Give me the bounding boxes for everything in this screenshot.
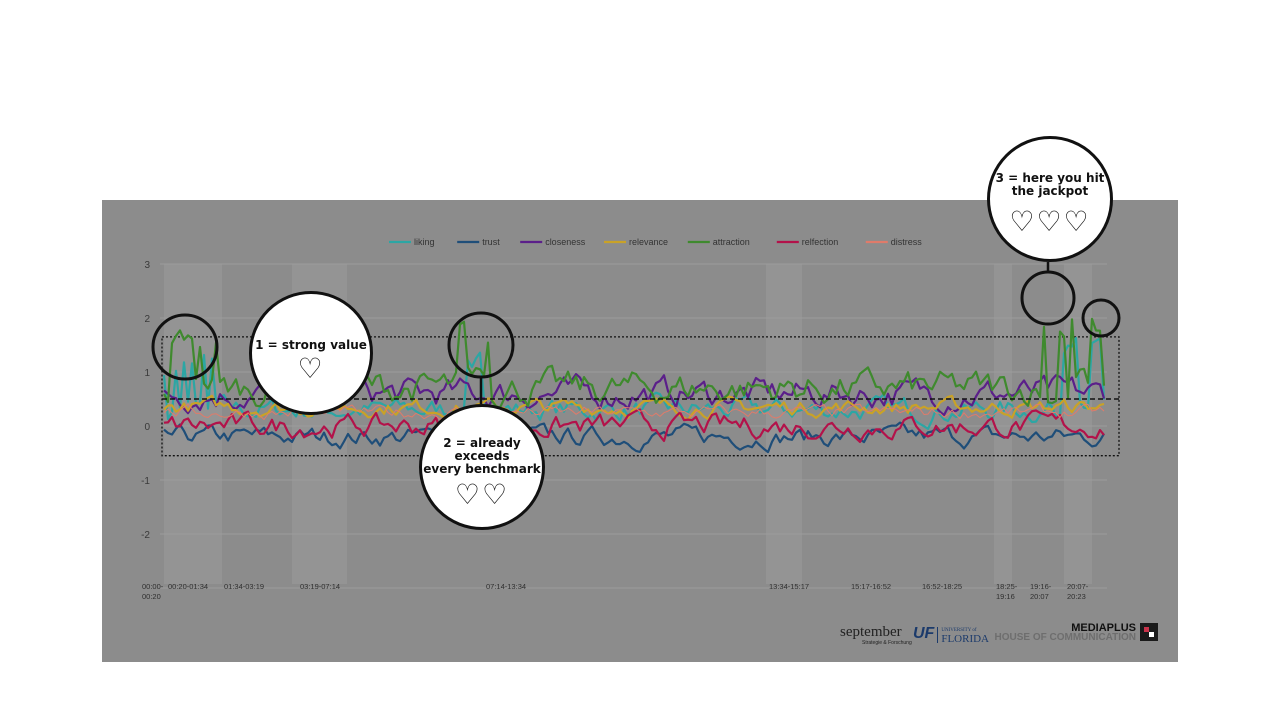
september-subline: Strategie & Forschung [862, 640, 912, 646]
callout-2-text: 2 = already exceeds every benchmark [423, 436, 541, 476]
x-tick-label: 00:00-00:20 [142, 582, 164, 601]
callout-strong-value: 1 = strong value ♡ [249, 291, 373, 415]
highlight-circle [1081, 298, 1121, 338]
y-tick-label: 1 [144, 368, 150, 379]
line-chart: 3 2 1 0 -1 -2 00:00-00:20 00:20-01:34 01:34-03:1… [141, 237, 1121, 601]
mediaplus-wordmark: MEDIAPLUS [1071, 622, 1136, 634]
uf-logo: UF UNIVERSITY of FLORIDA [913, 625, 989, 645]
x-tick-label: 16:52-18:25 [922, 582, 962, 591]
series-line-relfection [163, 408, 1105, 443]
september-wordmark: september [840, 624, 902, 640]
callout-jackpot: 3 = here you hit the jackpot ♡♡♡ [987, 136, 1113, 262]
x-tick-label: 13:34-15:17 [769, 582, 809, 591]
benchmark-band [161, 336, 1120, 457]
legend-label-distress: distress [891, 237, 923, 247]
scene-band [1064, 264, 1092, 584]
uf-text: UNIVERSITY of FLORIDA [941, 627, 989, 645]
highlight-circle [151, 313, 219, 381]
x-tick-label: 20:07-20:23 [1067, 582, 1089, 601]
x-tick-label: 03:19-07:14 [300, 582, 340, 591]
legend-label-closeness: closeness [545, 237, 586, 247]
x-tick-label: 07:14-13:34 [486, 582, 526, 591]
legend-label-relfection: relfection [802, 237, 839, 247]
y-tick-label: -1 [141, 476, 150, 487]
heart-icon: ♡ [297, 352, 325, 385]
uf-small-text: UNIVERSITY of [941, 628, 977, 633]
y-tick-label: 3 [144, 260, 150, 271]
chart-panel: 3 2 1 0 -1 -2 00:00-00:20 00:20-01:34 01:34-03:1… [102, 200, 1178, 662]
uf-divider [937, 627, 939, 643]
house-of-communication-text: HOUSE OF COMMUNICATION [994, 632, 1136, 643]
callout-exceeds-benchmark: 2 = already exceeds every benchmark ♡♡ [419, 404, 545, 530]
legend-label-liking: liking [414, 237, 435, 247]
x-tick-label: 15:17-16:52 [851, 582, 891, 591]
x-tick-label: 18:25-19:16 [996, 582, 1018, 601]
september-logo: september Strategie & Forschung [840, 624, 912, 646]
legend-label-trust: trust [482, 237, 500, 247]
legend-label-relevance: relevance [629, 237, 668, 247]
mediaplus-logo: MEDIAPLUS HOUSE OF COMMUNICATION [988, 622, 1158, 643]
legend-label-attraction: attraction [713, 237, 750, 247]
x-tick-label: 00:20-01:34 [168, 582, 208, 591]
heart-icon: ♡♡ [454, 478, 510, 511]
y-tick-label: -2 [141, 530, 150, 541]
scene-band [994, 264, 1012, 584]
callout-1-text: 1 = strong value [255, 338, 367, 352]
heart-icon: ♡♡♡ [1009, 205, 1091, 238]
uf-florida-text: FLORIDA [941, 633, 989, 645]
x-tick-label: 19:16-20:07 [1030, 582, 1052, 601]
callout-3-text: 3 = here you hit the jackpot [995, 171, 1105, 198]
y-tick-label: 2 [144, 314, 150, 325]
uf-mark: UF [913, 625, 935, 642]
x-tick-label: 01:34-03:19 [224, 582, 264, 591]
y-tick-label: 0 [144, 422, 150, 433]
mediaplus-square-icon [1140, 623, 1158, 641]
